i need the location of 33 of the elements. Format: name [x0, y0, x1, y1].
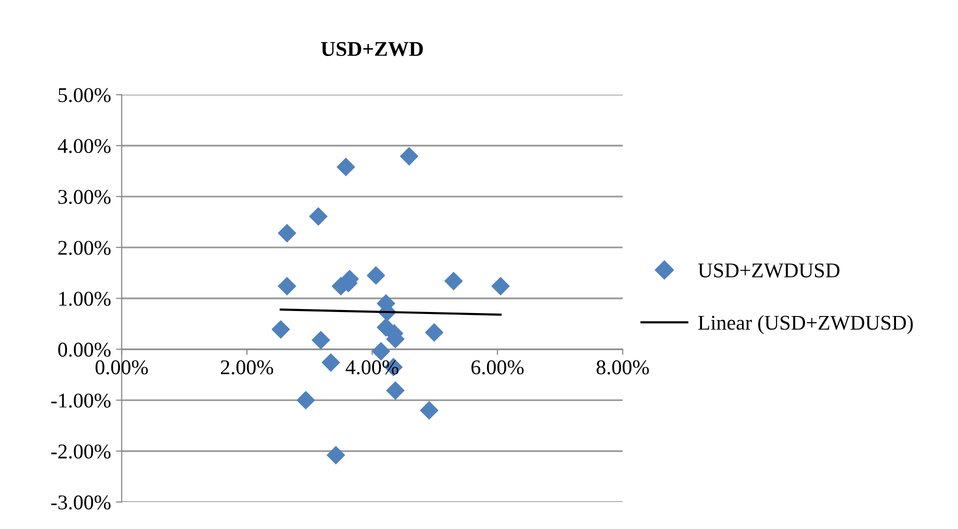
point — [366, 266, 386, 285]
y-tick-label: 5.00% — [58, 88, 111, 102]
point — [326, 446, 346, 464]
x-tick-label: 6.00% — [471, 360, 524, 374]
legend-label: Linear (USD+ZWDUSD) — [698, 315, 913, 334]
y-tick-label: 2.00% — [58, 240, 111, 255]
y-tick-label: -2.00% — [51, 444, 111, 459]
chart-title: USD+ZWD — [321, 42, 423, 56]
point — [296, 390, 316, 410]
point — [278, 224, 296, 242]
point — [400, 146, 418, 166]
point — [491, 276, 510, 296]
point — [444, 272, 463, 290]
x-tick-label: 8.00% — [596, 360, 649, 374]
point — [271, 320, 290, 339]
y-tick-label: -1.00% — [51, 394, 111, 408]
y-tick-label: -3.00% — [51, 495, 111, 510]
point — [322, 353, 340, 372]
x-tick-label: 2.00% — [220, 360, 274, 374]
y-tick-label: 0.00% — [58, 342, 111, 357]
point — [386, 381, 405, 400]
x-tick-label: 0.00% — [96, 360, 148, 374]
point — [420, 401, 438, 420]
point — [336, 158, 356, 176]
point — [372, 342, 390, 361]
point — [309, 207, 328, 226]
y-tick-label: 3.00% — [58, 190, 111, 204]
y-tick-label: 4.00% — [58, 138, 111, 154]
point — [424, 323, 444, 342]
point — [278, 276, 296, 296]
y-tick-label: 1.00% — [59, 292, 111, 306]
point — [312, 330, 330, 350]
legend-label: USD+ZWDUSD — [698, 263, 840, 278]
